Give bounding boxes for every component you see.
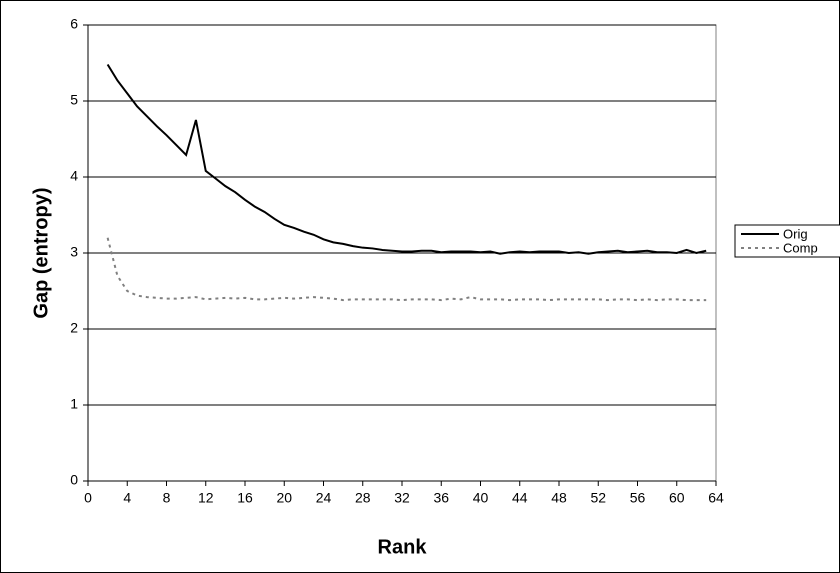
x-tick-label: 28 xyxy=(355,490,371,506)
y-tick-label: 4 xyxy=(70,168,78,184)
x-tick-label: 8 xyxy=(163,490,171,506)
x-axis-title: Rank xyxy=(378,536,428,558)
legend-label: Comp xyxy=(783,240,818,255)
x-tick-label: 60 xyxy=(669,490,685,506)
data-line xyxy=(106,63,707,255)
y-tick-label: 2 xyxy=(70,320,78,336)
x-tick-label: 16 xyxy=(237,490,253,506)
x-tick-label: 20 xyxy=(276,490,292,506)
x-tick-label: 40 xyxy=(473,490,489,506)
y-tick-label: 1 xyxy=(70,396,78,412)
x-tick-label: 64 xyxy=(708,490,724,506)
legend-label: Orig xyxy=(783,226,808,241)
y-tick-label: 0 xyxy=(70,472,78,488)
y-tick-label: 3 xyxy=(70,244,78,260)
x-tick-label: 44 xyxy=(512,490,528,506)
data-line xyxy=(106,237,707,302)
x-tick-label: 12 xyxy=(198,490,214,506)
x-tick-label: 52 xyxy=(590,490,606,506)
y-axis-title: Gap (entropy) xyxy=(30,187,52,318)
x-tick-label: 0 xyxy=(84,490,92,506)
y-tick-label: 5 xyxy=(70,92,78,108)
y-tick-label: 6 xyxy=(70,16,78,32)
x-tick-label: 32 xyxy=(394,490,410,506)
x-tick-label: 36 xyxy=(433,490,449,506)
x-tick-label: 48 xyxy=(551,490,567,506)
legend-box xyxy=(734,224,840,258)
x-tick-label: 4 xyxy=(123,490,131,506)
x-tick-label: 56 xyxy=(630,490,646,506)
x-tick-label: 24 xyxy=(316,490,332,506)
